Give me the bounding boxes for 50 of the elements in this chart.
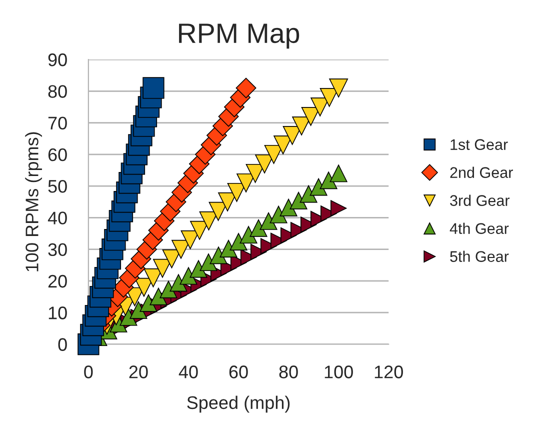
x-tick-label: 60 [229,366,248,378]
point [140,294,158,312]
point [270,206,288,224]
point [330,164,348,182]
x-tick-label: 100 [324,366,353,378]
y-tick-label: 10 [48,306,67,320]
x-tick-label: 40 [178,366,198,378]
legend-label: 4th Gear [450,222,509,234]
y-tick-label: 20 [48,274,67,288]
y-tick-label: 30 [48,243,67,256]
point [240,226,258,244]
point [300,185,318,203]
x-axis-title: Speed (mph) [187,396,290,413]
point [250,219,268,237]
point [160,280,178,298]
point [142,77,164,99]
point [280,198,298,216]
point [260,212,278,230]
point [150,288,168,306]
x-tick-label: 80 [279,366,298,378]
x-tick-label: 20 [129,366,148,378]
point [130,301,148,319]
y-tick-label: 40 [48,212,67,224]
legend-label: 2nd Gear [450,166,513,178]
legend-label: 5th Gear [450,250,509,262]
y-tick-label: 70 [48,116,67,130]
point [200,254,218,272]
point [320,172,338,190]
y-tick-label: 0 [58,338,67,351]
point [190,260,208,278]
point [310,178,328,196]
point [210,246,228,264]
y-tick-label: 60 [48,148,67,162]
y-tick-label: 80 [48,85,67,98]
x-tick-label: 120 [374,366,403,378]
point [329,78,348,98]
y-tick-label: 50 [48,180,67,193]
point [230,232,248,250]
point [180,267,198,285]
chart-title: RPM Map [179,24,300,49]
y-tick-label: 90 [48,53,67,66]
x-tick-label: 0 [84,366,93,378]
y-axis-title: 100 RPMs (rpms) [25,132,42,272]
legend-label: 1st Gear [450,139,508,150]
point [290,192,308,210]
legend-label: 3rd Gear [450,194,510,206]
point [236,78,256,98]
point [170,274,188,292]
point [330,200,347,216]
point [220,240,238,258]
